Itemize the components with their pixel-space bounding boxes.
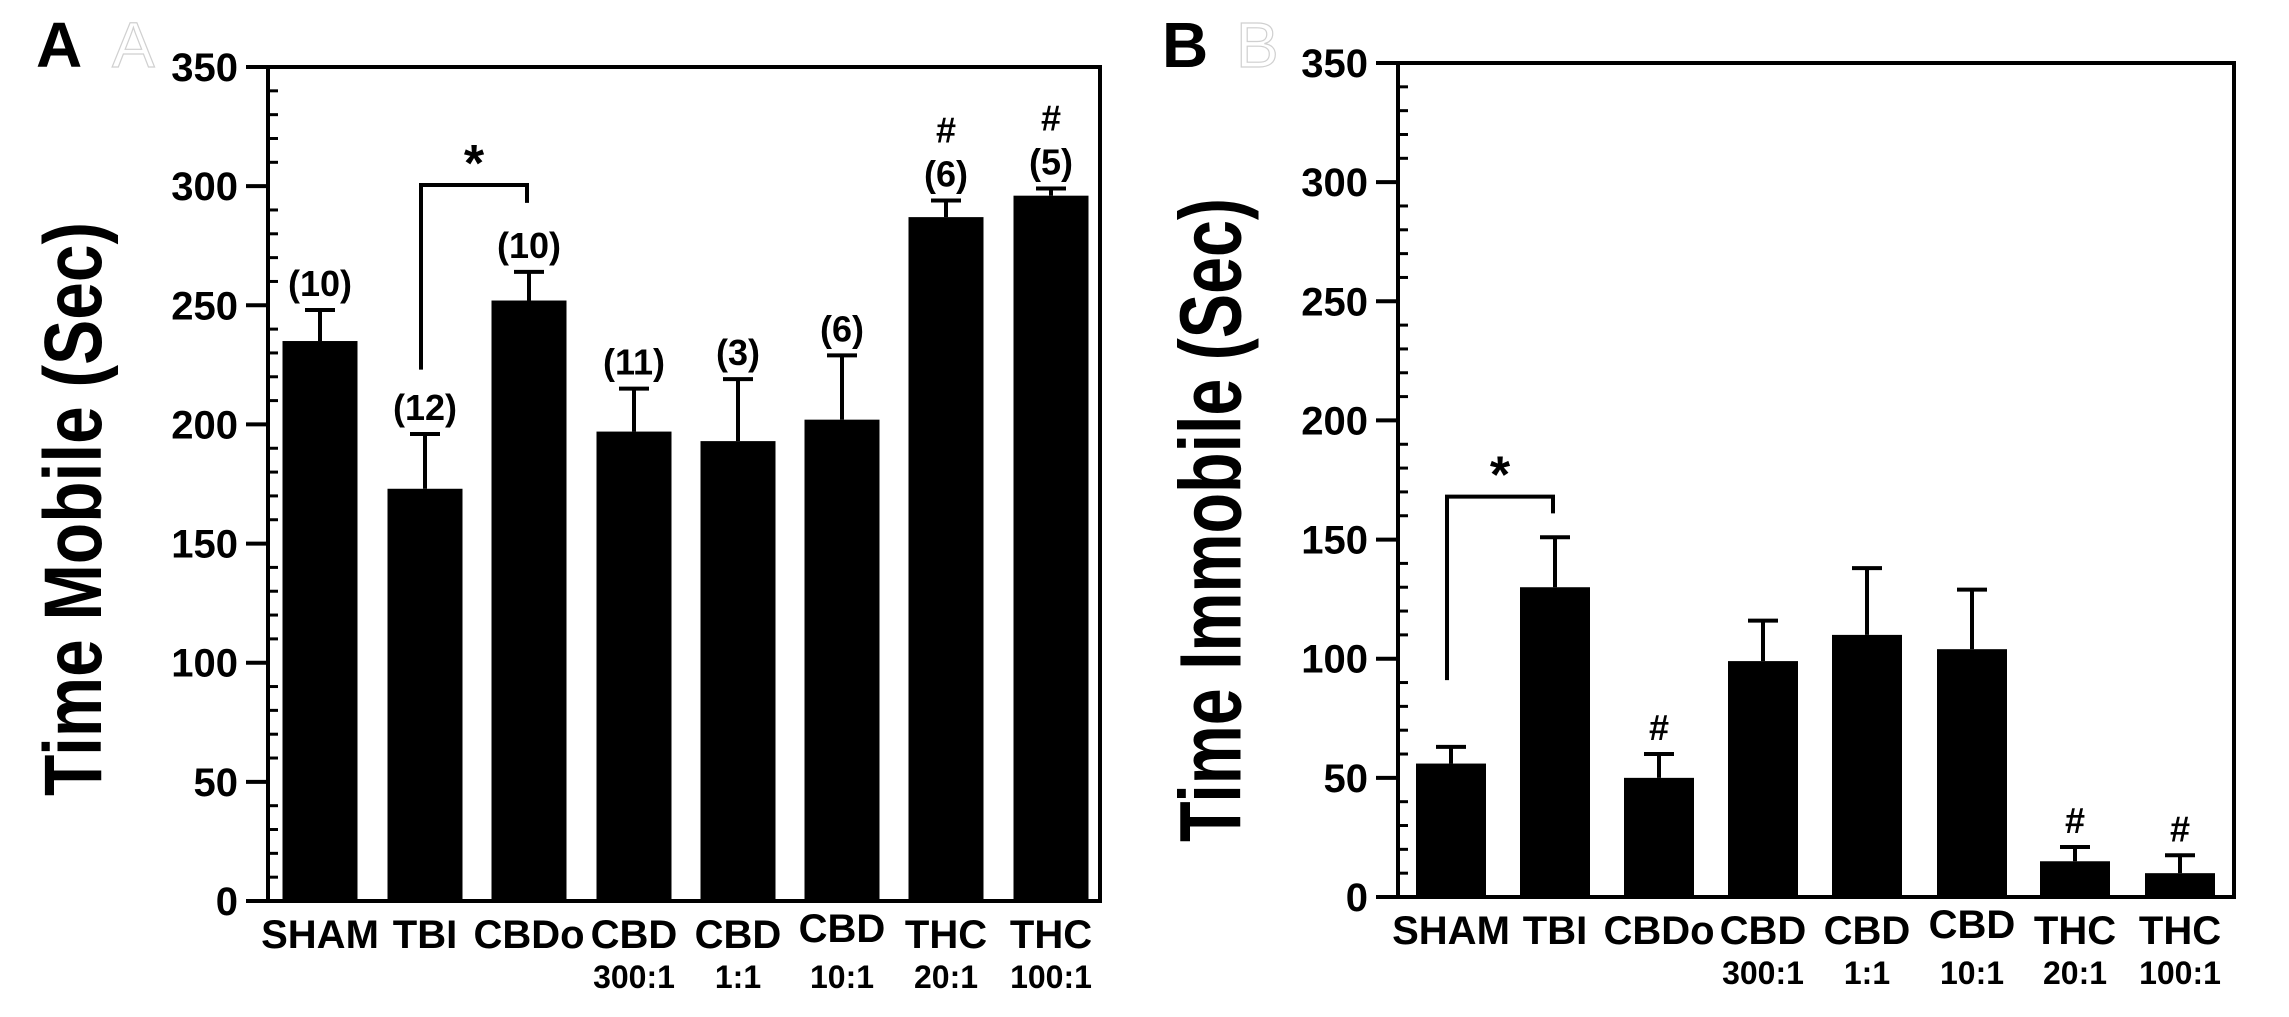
plot-frame	[1396, 61, 2236, 899]
y-tick-label: 200	[171, 403, 238, 447]
bar	[1937, 649, 2007, 897]
x-tick-sublabel: 1:1	[715, 959, 761, 995]
n-label: (12)	[393, 387, 457, 428]
bar	[1520, 587, 1590, 897]
plot-frame	[266, 65, 1102, 903]
x-tick-sublabel: 20:1	[2043, 955, 2107, 991]
x-tick-label: TBI	[1523, 909, 1587, 953]
bar	[491, 300, 567, 901]
x-tick-label: CBD	[1929, 903, 2016, 947]
y-tick-label: 150	[1301, 519, 1368, 563]
significance-marker: #	[2170, 808, 2190, 849]
n-label: (5)	[1029, 142, 1073, 183]
x-tick-sublabel: 10:1	[1940, 955, 2004, 991]
y-tick-label: 250	[171, 284, 238, 328]
bar	[2145, 873, 2215, 897]
y-axis-title: Time Mobile (Sec)	[26, 222, 118, 796]
x-tick-label: CBDo	[473, 913, 584, 957]
x-tick-label: CBDo	[1603, 909, 1714, 953]
bar	[1416, 763, 1486, 897]
x-tick-label: CBD	[591, 913, 678, 957]
x-tick-label: CBD	[695, 913, 782, 957]
x-tick-label: THC	[905, 913, 987, 957]
bar	[1728, 661, 1798, 897]
bar	[1013, 195, 1089, 901]
panel-letter-a: A	[36, 9, 82, 81]
x-tick-sublabel: 300:1	[593, 959, 675, 995]
bar	[1832, 634, 1902, 897]
plot-area: 0 50 100 150 200 250 300 350 (10) SHAM (12) TBI (10)…	[171, 46, 1102, 995]
n-label: (11)	[603, 342, 665, 383]
significance-star: *	[1490, 447, 1511, 505]
x-tick-label: TBI	[393, 913, 457, 957]
bar	[596, 431, 672, 901]
x-tick-sublabel: 20:1	[914, 959, 978, 995]
panel-a: A A Time Mobile (Sec) 0 50 100 150 200 250 300…	[26, 8, 1102, 995]
bar	[700, 441, 776, 901]
x-tick-label: CBD	[1720, 909, 1807, 953]
panel-letter-a-ghost: A	[112, 9, 155, 81]
y-tick-label: 350	[1301, 42, 1368, 86]
x-tick-sublabel: 10:1	[810, 959, 874, 995]
x-tick-sublabel: 1:1	[1844, 955, 1890, 991]
y-tick-label: 100	[1301, 638, 1368, 682]
bar	[2040, 861, 2110, 897]
y-tick-label: 50	[1324, 757, 1369, 801]
n-label: (3)	[716, 332, 760, 373]
x-tick-label: SHAM	[1392, 909, 1510, 953]
significance-bracket	[1445, 494, 1555, 681]
significance-star: *	[464, 135, 485, 193]
y-tick-label: 150	[171, 523, 238, 567]
significance-marker: #	[1041, 98, 1061, 139]
panel-b: B B Time Immobile (Sec) 0 50 100 150 200 250 3…	[1162, 8, 2236, 991]
n-label: (6)	[924, 153, 968, 194]
x-tick-label: THC	[2034, 909, 2116, 953]
y-tick-label: 250	[1301, 280, 1368, 324]
bar	[387, 488, 463, 901]
x-tick-sublabel: 100:1	[2139, 955, 2221, 991]
x-tick-label: CBD	[1824, 909, 1911, 953]
x-tick-sublabel: 300:1	[1722, 955, 1804, 991]
bar	[804, 419, 880, 901]
significance-bracket	[419, 182, 529, 370]
panel-letter-b: B	[1162, 9, 1208, 81]
significance-marker: #	[1649, 707, 1669, 748]
panel-letter-b-ghost: B	[1236, 9, 1279, 81]
y-tick-label: 0	[216, 880, 238, 924]
bar	[908, 217, 984, 901]
n-label: (10)	[497, 225, 561, 266]
y-tick-label: 0	[1346, 876, 1368, 920]
n-label: (10)	[288, 263, 352, 304]
y-axis-title: Time Immobile (Sec)	[1163, 198, 1260, 842]
x-tick-label: THC	[2139, 909, 2221, 953]
significance-marker: #	[2065, 800, 2085, 841]
bar	[282, 341, 358, 901]
y-tick-label: 300	[1301, 161, 1368, 205]
x-tick-label: CBD	[799, 907, 886, 951]
y-tick-label: 100	[171, 642, 238, 686]
y-tick-label: 350	[171, 46, 238, 90]
bar	[1624, 777, 1694, 897]
significance-marker: #	[936, 109, 956, 150]
y-tick-label: 200	[1301, 399, 1368, 443]
n-label: (6)	[820, 308, 864, 349]
y-tick-label: 50	[194, 761, 239, 805]
x-tick-label: SHAM	[261, 913, 379, 957]
x-tick-sublabel: 100:1	[1010, 959, 1092, 995]
x-tick-label: THC	[1010, 913, 1092, 957]
y-tick-label: 300	[171, 165, 238, 209]
